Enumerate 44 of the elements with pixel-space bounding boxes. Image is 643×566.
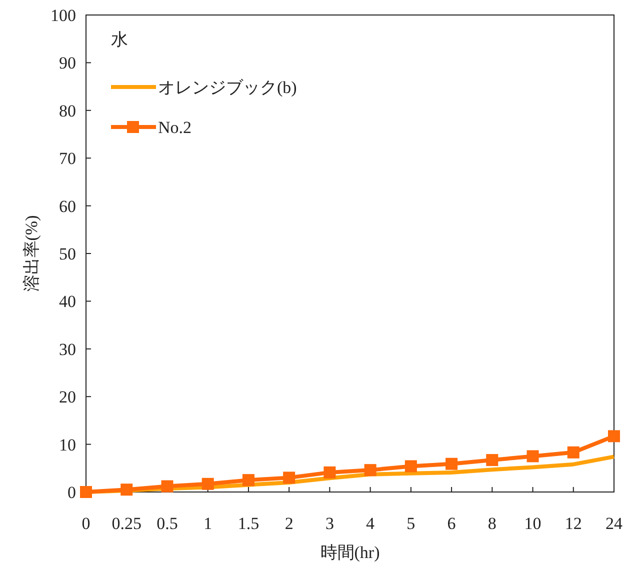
point: [324, 466, 336, 478]
x-tick-label: 8: [488, 514, 496, 533]
point: [120, 484, 133, 496]
point: [567, 446, 580, 458]
legend-label: No.2: [158, 118, 192, 137]
x-tick-label: 1.5: [238, 514, 260, 533]
y-tick-label: 80: [59, 101, 76, 120]
point: [486, 454, 498, 466]
point: [446, 458, 458, 470]
x-tick-label: 12: [564, 514, 582, 533]
point: [202, 478, 214, 490]
x-tick-label: 0.5: [156, 514, 178, 533]
y-tick-label: 70: [59, 149, 76, 168]
point: [364, 464, 376, 476]
point: [608, 430, 620, 442]
x-tick-label: 10: [524, 514, 542, 533]
point: [80, 486, 92, 498]
y-axis-title: 溶出率(%): [22, 215, 41, 292]
y-tick-label: 50: [59, 244, 76, 264]
x-tick-label: 4: [366, 514, 376, 533]
x-tick-label: 24: [606, 514, 623, 533]
y-tick-label: 0: [68, 483, 76, 502]
y-tick-label: 60: [59, 196, 76, 216]
point: [526, 450, 539, 462]
y-tick-label: 30: [59, 340, 76, 359]
y-tick-label: 100: [50, 6, 76, 25]
x-tick-label: 0: [82, 514, 90, 533]
x-tick-label: 1: [204, 514, 212, 533]
legend-title: 水: [111, 30, 128, 49]
y-tick-label: 10: [59, 435, 76, 454]
legend-label: オレンジブック(b): [158, 78, 297, 97]
point: [242, 474, 254, 486]
y-tick-label: 90: [59, 54, 76, 73]
x-tick-label: 6: [447, 514, 456, 533]
x-tick-label: 3: [325, 514, 334, 533]
x-axis-title: 時間(hr): [320, 543, 380, 562]
x-tick-label: 2: [284, 514, 294, 533]
point: [404, 460, 417, 472]
x-tick-label: 0.25: [112, 514, 142, 533]
point: [283, 472, 296, 484]
y-tick-label: 40: [59, 292, 76, 312]
point: [161, 480, 174, 492]
y-tick-label: 20: [59, 388, 76, 407]
x-tick-label: 5: [406, 514, 416, 533]
